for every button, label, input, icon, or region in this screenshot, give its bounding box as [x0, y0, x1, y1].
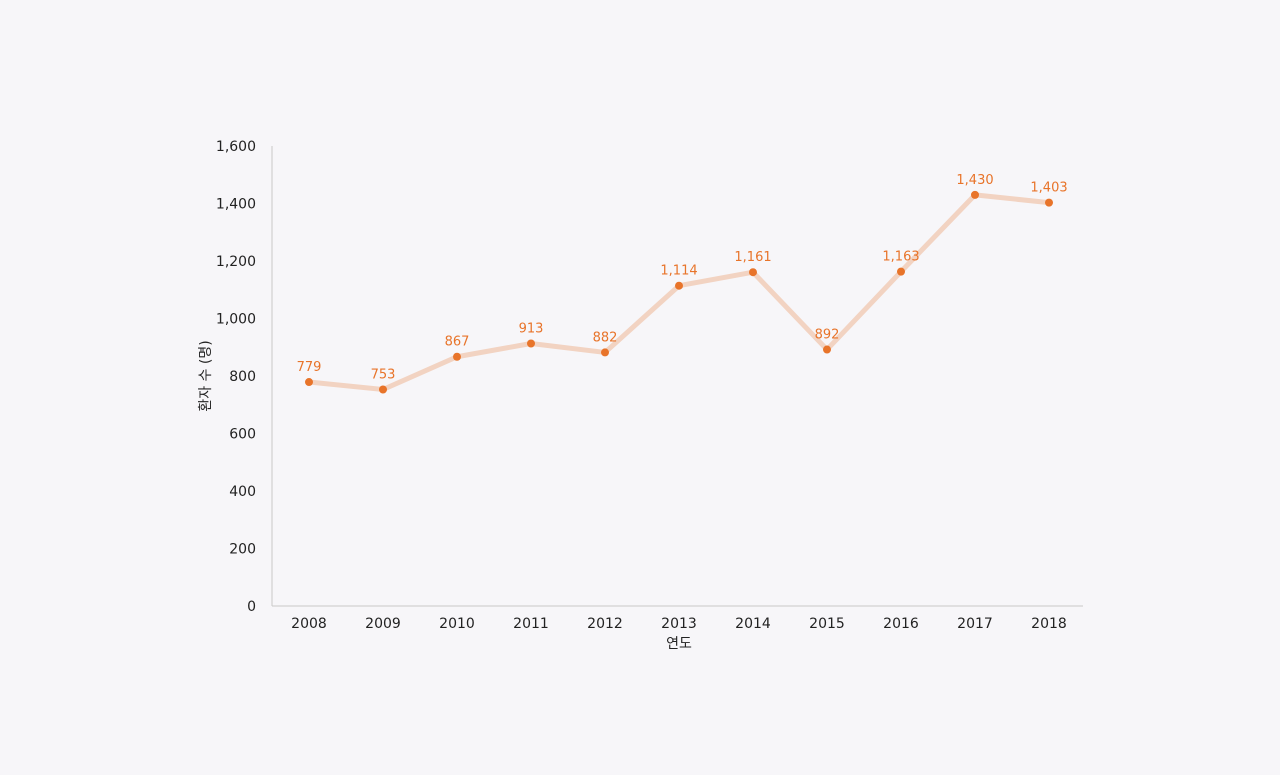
y-tick-label: 1,000	[216, 312, 256, 328]
data-point	[971, 190, 979, 199]
axes	[271, 146, 1083, 607]
data-point	[305, 378, 313, 387]
x-tick-label: 2016	[883, 616, 919, 632]
series-line	[306, 192, 1052, 393]
y-tick-label: 0	[247, 599, 256, 615]
y-tick-label: 800	[229, 369, 256, 385]
data-label: 1,430	[956, 173, 993, 188]
data-label: 913	[519, 322, 544, 337]
data-labels: 779 753 867 913 882 1,114 1,161 892 1,163 1,430 1,…	[297, 173, 1068, 383]
data-point	[749, 268, 757, 277]
x-tick-label: 2011	[513, 616, 549, 632]
y-tick-label: 200	[229, 542, 256, 558]
x-axis-title: 연도	[666, 636, 692, 652]
data-point	[453, 352, 461, 361]
data-point	[379, 385, 387, 394]
data-label: 1,161	[734, 250, 771, 265]
data-point	[1045, 198, 1053, 207]
y-tick-label: 1,200	[216, 254, 256, 270]
data-label: 1,114	[660, 264, 697, 279]
series	[305, 190, 1053, 394]
x-tick-label: 2009	[365, 616, 401, 632]
x-tick-label: 2010	[439, 616, 475, 632]
data-point	[675, 281, 683, 290]
y-tick-label: 600	[229, 427, 256, 443]
data-point	[823, 345, 831, 354]
data-label: 882	[593, 330, 618, 345]
data-label: 892	[815, 328, 840, 343]
y-tick-label: 1,400	[216, 197, 256, 213]
data-label: 779	[297, 360, 322, 375]
data-label: 1,163	[882, 250, 919, 265]
x-tick-label: 2012	[587, 616, 623, 632]
data-point	[897, 267, 905, 276]
data-label: 753	[371, 368, 396, 383]
x-tick-label: 2017	[957, 616, 993, 632]
data-point	[601, 348, 609, 357]
x-tick-label: 2018	[1031, 616, 1067, 632]
x-tick-label: 2013	[661, 616, 697, 632]
tick-labels: 0 200 400 600 800 1,000 1,200 1,400 1,600 2008 200…	[216, 139, 1067, 632]
x-tick-label: 2008	[291, 616, 327, 632]
x-tick-label: 2014	[735, 616, 771, 632]
y-tick-label: 400	[229, 484, 256, 500]
data-point	[527, 339, 535, 348]
x-tick-label: 2015	[809, 616, 845, 632]
data-label: 867	[445, 335, 470, 350]
data-label: 1,403	[1030, 181, 1067, 196]
y-axis-title: 환자 수 (명)	[198, 340, 214, 411]
y-tick-label: 1,600	[216, 139, 256, 155]
